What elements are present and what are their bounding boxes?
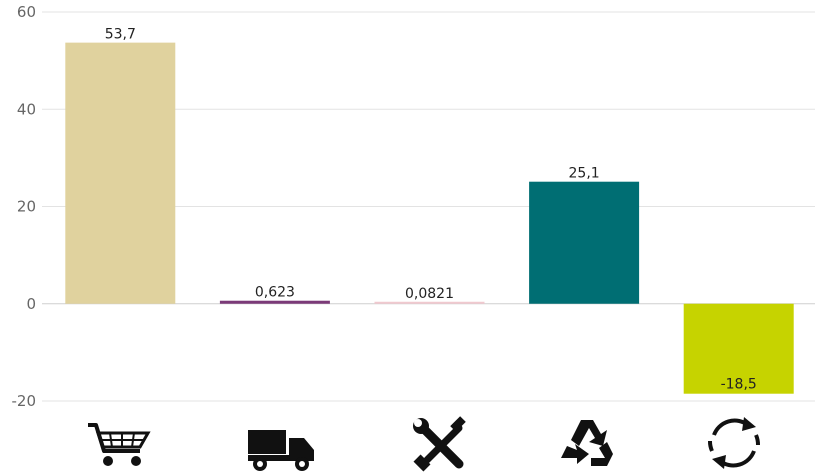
y-tick-label: -20 <box>12 392 37 410</box>
y-axis-tick-labels: -20 0 20 40 60 <box>12 3 37 410</box>
bar[interactable] <box>683 303 794 394</box>
bar[interactable] <box>219 300 330 304</box>
bar[interactable] <box>374 301 485 304</box>
wrench-screwdriver-icon <box>413 416 466 472</box>
circular-arrows-icon <box>708 417 760 469</box>
delivery-truck-icon <box>248 430 314 471</box>
data-label: -18,5 <box>721 377 757 393</box>
y-tick-label: 20 <box>17 198 36 216</box>
bars <box>65 42 794 394</box>
data-label: 0,623 <box>255 285 295 301</box>
bar[interactable] <box>529 181 640 304</box>
shopping-cart-icon <box>88 423 151 466</box>
data-label: 25,1 <box>569 166 600 182</box>
y-tick-label: 0 <box>26 295 36 313</box>
recycle-icon <box>561 420 613 466</box>
data-label: 0,0821 <box>405 286 454 302</box>
y-tick-label: 40 <box>17 100 36 118</box>
data-labels: 53,7 0,623 0,0821 25,1 -18,5 <box>105 27 757 393</box>
y-tick-label: 60 <box>17 3 36 21</box>
data-label: 53,7 <box>105 27 136 43</box>
bar[interactable] <box>65 42 176 304</box>
